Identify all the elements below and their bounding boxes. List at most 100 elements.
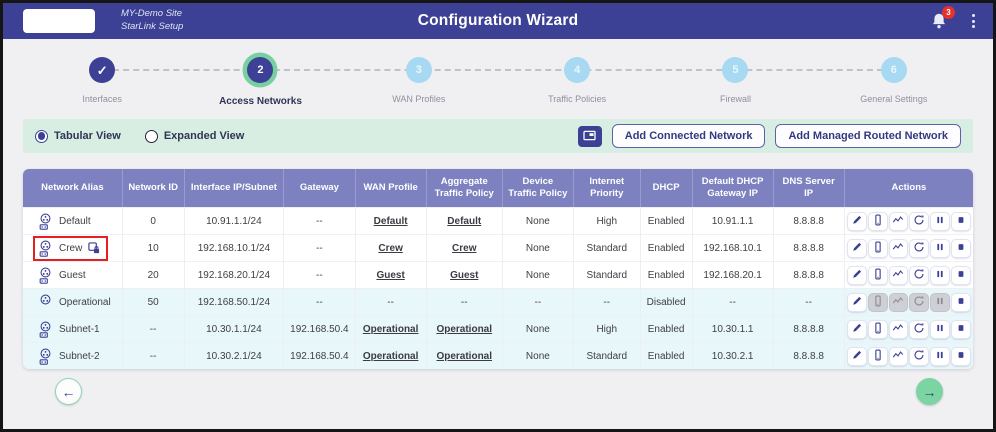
notification-badge: 3 (942, 6, 955, 19)
notifications-button[interactable]: 3 (930, 6, 955, 30)
wan-profile-link[interactable]: Operational (355, 342, 427, 369)
display-view-button[interactable] (577, 125, 602, 147)
lock-badge-icon (88, 242, 100, 254)
dhcp-gateway-cell: -- (692, 288, 774, 315)
stop-button[interactable] (952, 212, 970, 230)
radio-expanded-view[interactable]: Expanded View (144, 129, 245, 143)
network-id-cell: 50 (122, 288, 185, 315)
device-icon (872, 322, 884, 337)
device-button[interactable] (868, 212, 887, 230)
network-type-icon (38, 320, 53, 339)
add-managed-routed-network-button[interactable]: Add Managed Routed Network (775, 124, 961, 148)
activity-button[interactable] (889, 212, 908, 230)
stop-button[interactable] (952, 239, 970, 257)
radio-icon (35, 129, 48, 143)
device-icon (872, 214, 884, 229)
column-header-actions: Actions (891, 182, 927, 194)
sync-button[interactable] (910, 320, 929, 338)
device-icon (872, 241, 884, 256)
interface-ip-cell: 10.91.1.1/24 (184, 207, 285, 234)
kebab-menu-icon[interactable] (970, 12, 977, 30)
aggregate-policy-link[interactable]: Default (426, 207, 503, 234)
stop-icon (955, 322, 967, 337)
network-id-cell: 0 (122, 207, 185, 234)
edit-icon (851, 349, 863, 364)
stop-button[interactable] (952, 266, 970, 284)
radio-label: Tabular View (54, 130, 121, 142)
aggregate-policy-link[interactable]: Crew (426, 234, 503, 261)
edit-button[interactable] (847, 293, 866, 311)
step-interfaces[interactable]: ✓ Interfaces (23, 49, 181, 113)
pause-button[interactable] (931, 212, 950, 230)
pause-icon (934, 295, 946, 310)
step-access-networks[interactable]: 2 Access Networks (181, 49, 339, 113)
table-row: Subnet-2 -- 10.30.2.1/24 192.168.50.4 Op… (23, 342, 973, 369)
edit-button[interactable] (847, 266, 866, 284)
wan-profile-link[interactable]: Default (355, 207, 427, 234)
aggregate-policy-link[interactable]: Operational (426, 342, 503, 369)
edit-button[interactable] (847, 239, 866, 257)
stop-button[interactable] (952, 320, 970, 338)
check-icon: ✓ (96, 62, 108, 78)
activity-button[interactable] (889, 347, 908, 365)
device-button[interactable] (868, 266, 887, 284)
alias-wrap: Operational (33, 291, 116, 314)
aggregate-policy-link[interactable]: Guest (426, 261, 503, 288)
wizard-stepper: ✓ Interfaces 2 Access Networks 3 WAN Pro… (23, 49, 973, 113)
activity-button (889, 293, 908, 311)
radio-label: Expanded View (163, 130, 245, 142)
device-policy-cell: None (502, 234, 574, 261)
edit-button[interactable] (847, 212, 866, 230)
internet-priority-cell: Standard (574, 342, 641, 369)
activity-button[interactable] (889, 266, 908, 284)
view-toolbar: Tabular View Expanded View Add Con (23, 119, 973, 153)
pause-button[interactable] (931, 347, 950, 365)
sync-button[interactable] (910, 266, 929, 284)
pause-button[interactable] (931, 239, 950, 257)
device-button[interactable] (868, 239, 887, 257)
add-connected-network-button[interactable]: Add Connected Network (611, 124, 766, 148)
step-traffic-policies[interactable]: 4 Traffic Policies (498, 49, 656, 113)
network-alias-cell: Guest (23, 261, 123, 288)
wan-profile-link[interactable]: Operational (355, 315, 427, 342)
back-button[interactable]: ← (55, 378, 82, 405)
sync-button[interactable] (910, 212, 929, 230)
step-firewall[interactable]: 5 Firewall (656, 49, 814, 113)
activity-button[interactable] (889, 239, 908, 257)
sync-button[interactable] (910, 347, 929, 365)
device-button[interactable] (868, 347, 887, 365)
pause-button[interactable] (931, 266, 950, 284)
activity-button[interactable] (889, 320, 908, 338)
step-wan-profiles[interactable]: 3 WAN Profiles (340, 49, 498, 113)
radio-icon (144, 129, 158, 143)
pause-button[interactable] (931, 320, 950, 338)
wizard-navigation: ← → (23, 378, 973, 405)
actions-cell (844, 288, 973, 315)
device-button[interactable] (868, 320, 887, 338)
dns-cell: -- (773, 288, 845, 315)
next-button[interactable]: → (916, 378, 943, 405)
sync-icon (913, 241, 925, 256)
edit-icon (851, 268, 863, 283)
wan-profile-link[interactable]: Crew (355, 234, 427, 261)
dhcp-cell: Enabled (640, 315, 693, 342)
bell-icon (930, 13, 948, 34)
alias-wrap: Subnet-1 (33, 318, 105, 341)
column-header-internet-priority: Internet Priority (574, 169, 641, 207)
dhcp-gateway-cell: 10.91.1.1 (692, 207, 774, 234)
stop-button[interactable] (952, 293, 970, 311)
activity-icon (892, 322, 904, 337)
stop-button[interactable] (952, 347, 970, 365)
wan-profile-link[interactable]: Guest (355, 261, 427, 288)
edit-icon (851, 295, 863, 310)
radio-tabular-view[interactable]: Tabular View (35, 129, 121, 143)
sync-button[interactable] (910, 239, 929, 257)
edit-icon (851, 214, 863, 229)
edit-button[interactable] (847, 347, 866, 365)
step-general-settings[interactable]: 6 General Settings (815, 49, 973, 113)
aggregate-policy-link[interactable]: Operational (426, 315, 503, 342)
actions-cell (844, 207, 973, 234)
actions-cell (844, 261, 973, 288)
internet-priority-cell: High (574, 207, 641, 234)
edit-button[interactable] (847, 320, 866, 338)
